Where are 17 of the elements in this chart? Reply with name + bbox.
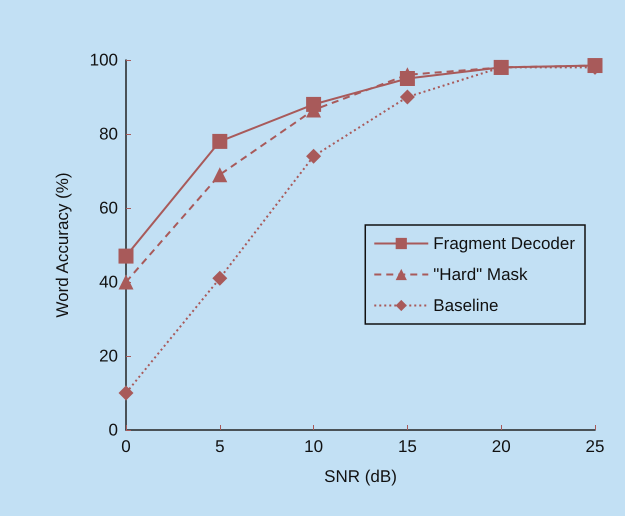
legend-label: Baseline: [433, 296, 498, 315]
x-tick-label: 0: [121, 437, 131, 456]
y-axis-title: Word Accuracy (%): [53, 172, 72, 318]
x-tick-label: 20: [492, 437, 511, 456]
y-tick-label: 40: [99, 272, 118, 292]
x-axis-title: SNR (dB): [324, 467, 397, 486]
legend-label: "Hard" Mask: [433, 265, 528, 284]
y-tick-label: 0: [108, 420, 118, 440]
y-tick-label: 60: [99, 198, 118, 218]
legend-label: Fragment Decoder: [433, 234, 576, 253]
x-tick-label: 25: [586, 437, 604, 456]
x-tick-label: 15: [398, 437, 417, 456]
y-tick-label: 100: [90, 50, 118, 70]
y-tick-label: 80: [99, 124, 118, 144]
x-tick-label: 5: [215, 437, 225, 456]
y-tick-label: 20: [99, 346, 118, 366]
x-tick-label: 10: [304, 437, 324, 456]
